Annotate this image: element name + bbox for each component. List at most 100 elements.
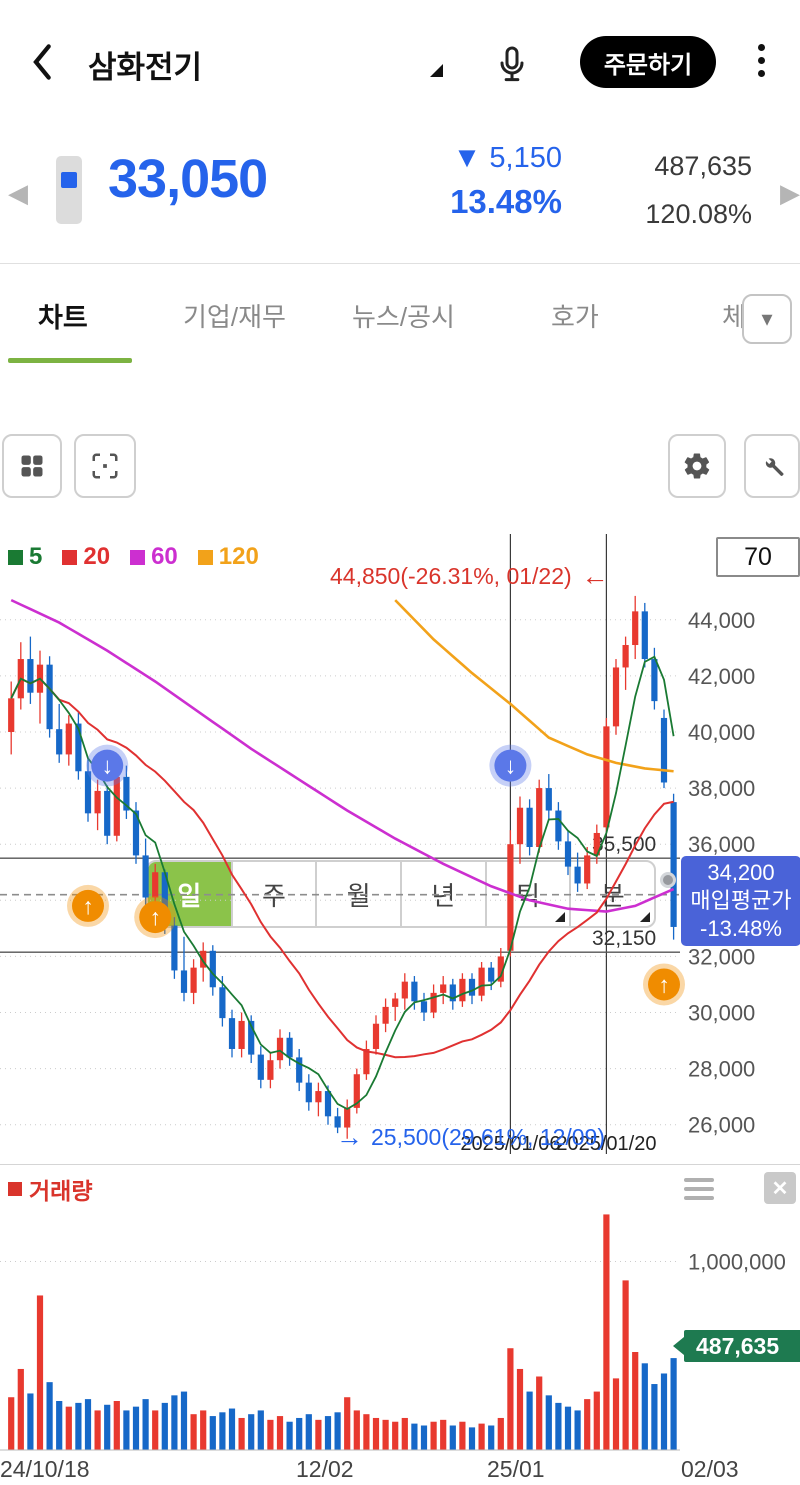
tab-bar: 차트 기업/재무 뉴스/공시 호가 체 ▾	[0, 282, 800, 372]
high-annotation-text: 44,850(-26.31%, 01/22)	[330, 563, 572, 589]
volume-rate: 120.08%	[645, 199, 752, 229]
svg-text:40,000: 40,000	[688, 720, 755, 745]
kebab-menu-icon[interactable]	[758, 38, 765, 83]
x-axis-label-1: 24/10/18	[0, 1456, 90, 1482]
ma5-line	[10, 655, 675, 1111]
ma60-label: 60	[151, 543, 178, 570]
avg-price-line-handle[interactable]	[660, 872, 676, 888]
mini-candle-icon	[56, 156, 82, 224]
legend-ma20: 20	[62, 543, 110, 571]
ma120-label: 120	[218, 543, 259, 570]
candle-count-box[interactable]: 70	[716, 537, 800, 577]
page-title: 삼화전기	[88, 50, 203, 85]
high-annotation: 44,850(-26.31%, 01/22) ←	[330, 561, 609, 592]
tab-trades[interactable]: 체	[722, 302, 746, 332]
tab-expander-button[interactable]: ▾	[742, 294, 792, 344]
ma60-line	[10, 598, 675, 913]
next-page-arrow[interactable]: ▶	[780, 178, 800, 208]
svg-text:26,000: 26,000	[688, 1113, 755, 1138]
tools-button[interactable]	[744, 434, 800, 498]
avg-price-percent: -13.48%	[700, 916, 782, 941]
focus-button[interactable]	[74, 434, 136, 498]
avg-price-badge: 34,200 매입평균가 -13.48%	[681, 856, 800, 946]
legend-ma5: 5	[8, 543, 42, 571]
low-annotation-text: 25,500(29.61%, 12/09)	[371, 1124, 606, 1150]
grid-icon	[21, 455, 43, 477]
tab-news-disclosure[interactable]: 뉴스/공시	[352, 302, 455, 332]
section-divider	[0, 263, 800, 264]
candles-layer	[8, 595, 677, 1139]
volume-bar-chart[interactable]: 1,000,000	[0, 1200, 800, 1462]
ma60-swatch	[130, 549, 146, 565]
active-tab-underline	[8, 358, 132, 363]
settings-button[interactable]	[668, 434, 726, 498]
svg-text:38,000: 38,000	[688, 776, 755, 801]
avg-price-value: 34,200	[707, 860, 775, 885]
gear-icon	[684, 453, 710, 479]
svg-text:35,500: 35,500	[592, 833, 656, 856]
tab-company-finance[interactable]: 기업/재무	[183, 302, 286, 332]
low-annotation: → 25,500(29.61%, 12/09)	[336, 1122, 605, 1153]
svg-text:↑: ↑	[658, 971, 670, 997]
svg-text:32,150: 32,150	[592, 927, 656, 950]
ma5-swatch	[8, 549, 23, 565]
svg-text:↓: ↓	[101, 753, 113, 779]
chart-toolbar: 일 주 월 년 틱 분	[0, 428, 800, 928]
price-summary: ◀ 33,050 ▼ 5,150 13.48% 487,635 120.08% …	[0, 120, 800, 260]
panel-drag-handle-icon[interactable]	[684, 1173, 714, 1205]
ma20-line	[10, 677, 674, 1059]
ma5-label: 5	[29, 543, 43, 570]
high-annotation-arrow: ←	[581, 561, 609, 591]
svg-text:1,000,000: 1,000,000	[688, 1250, 786, 1275]
volume-summary: 487,635 120.08%	[628, 142, 752, 238]
current-volume-value: 487,635	[696, 1332, 780, 1359]
legend-ma120: 120	[197, 543, 259, 571]
change-percent: 13.48%	[450, 183, 562, 220]
price-gridlines: 26,00028,00030,00032,00034,00036,00038,0…	[0, 608, 755, 1138]
ma20-swatch	[62, 549, 78, 565]
price-change: ▼ 5,150 13.48%	[400, 142, 562, 221]
volume-swatch	[8, 1182, 22, 1196]
change-value: 5,150	[489, 142, 562, 174]
svg-text:2025/01/20: 2025/01/20	[556, 1133, 656, 1155]
total-volume: 487,635	[654, 151, 752, 181]
svg-text:44,000: 44,000	[688, 608, 755, 633]
svg-text:↑: ↑	[149, 904, 161, 930]
x-axis-label-4: 02/03	[681, 1456, 739, 1482]
volume-bars-layer	[8, 1214, 677, 1450]
ma120-line	[394, 599, 674, 773]
wrench-icon	[765, 458, 784, 477]
mic-icon[interactable]	[492, 38, 532, 88]
current-volume-badge: 487,635	[684, 1330, 800, 1362]
current-price: 33,050	[108, 149, 268, 209]
svg-text:↓: ↓	[505, 753, 517, 779]
legend-ma60: 60	[130, 543, 178, 571]
focus-icon	[92, 453, 118, 479]
svg-text:28,000: 28,000	[688, 1057, 755, 1082]
header: 삼화전기 주문하기	[0, 0, 800, 110]
signal-markers: ↓ ↓ ↑ ↑ ↑	[67, 744, 685, 1006]
volume-close-button[interactable]: ✕	[764, 1172, 796, 1204]
svg-text:42,000: 42,000	[688, 664, 755, 689]
candlestick-chart[interactable]: 26,00028,00030,00032,00034,00036,00038,0…	[0, 530, 800, 1170]
volume-title-label: 거래량	[29, 1178, 93, 1204]
svg-text:36,000: 36,000	[688, 832, 755, 857]
svg-text:↑: ↑	[82, 893, 94, 919]
back-icon[interactable]	[26, 40, 60, 84]
svg-text:30,000: 30,000	[688, 1001, 755, 1026]
ma20-label: 20	[83, 543, 111, 570]
change-direction-icon: ▼	[452, 142, 482, 174]
svg-text:2025/01/06: 2025/01/06	[460, 1133, 560, 1155]
low-annotation-arrow: →	[336, 1122, 363, 1152]
order-button[interactable]: 주문하기	[580, 36, 716, 88]
volume-title: 거래량	[8, 1172, 92, 1206]
tab-orderbook[interactable]: 호가	[551, 302, 599, 332]
title-dropdown-icon[interactable]	[430, 64, 443, 77]
layout-grid-button[interactable]	[2, 434, 62, 498]
tab-chart[interactable]: 차트	[38, 303, 88, 333]
ma-legend: 5 20 60 120	[8, 543, 259, 571]
ma120-swatch	[197, 549, 213, 565]
prev-page-arrow[interactable]: ◀	[8, 178, 28, 208]
x-axis-label-3: 25/01	[487, 1456, 545, 1482]
svg-text:32,000: 32,000	[688, 944, 755, 969]
